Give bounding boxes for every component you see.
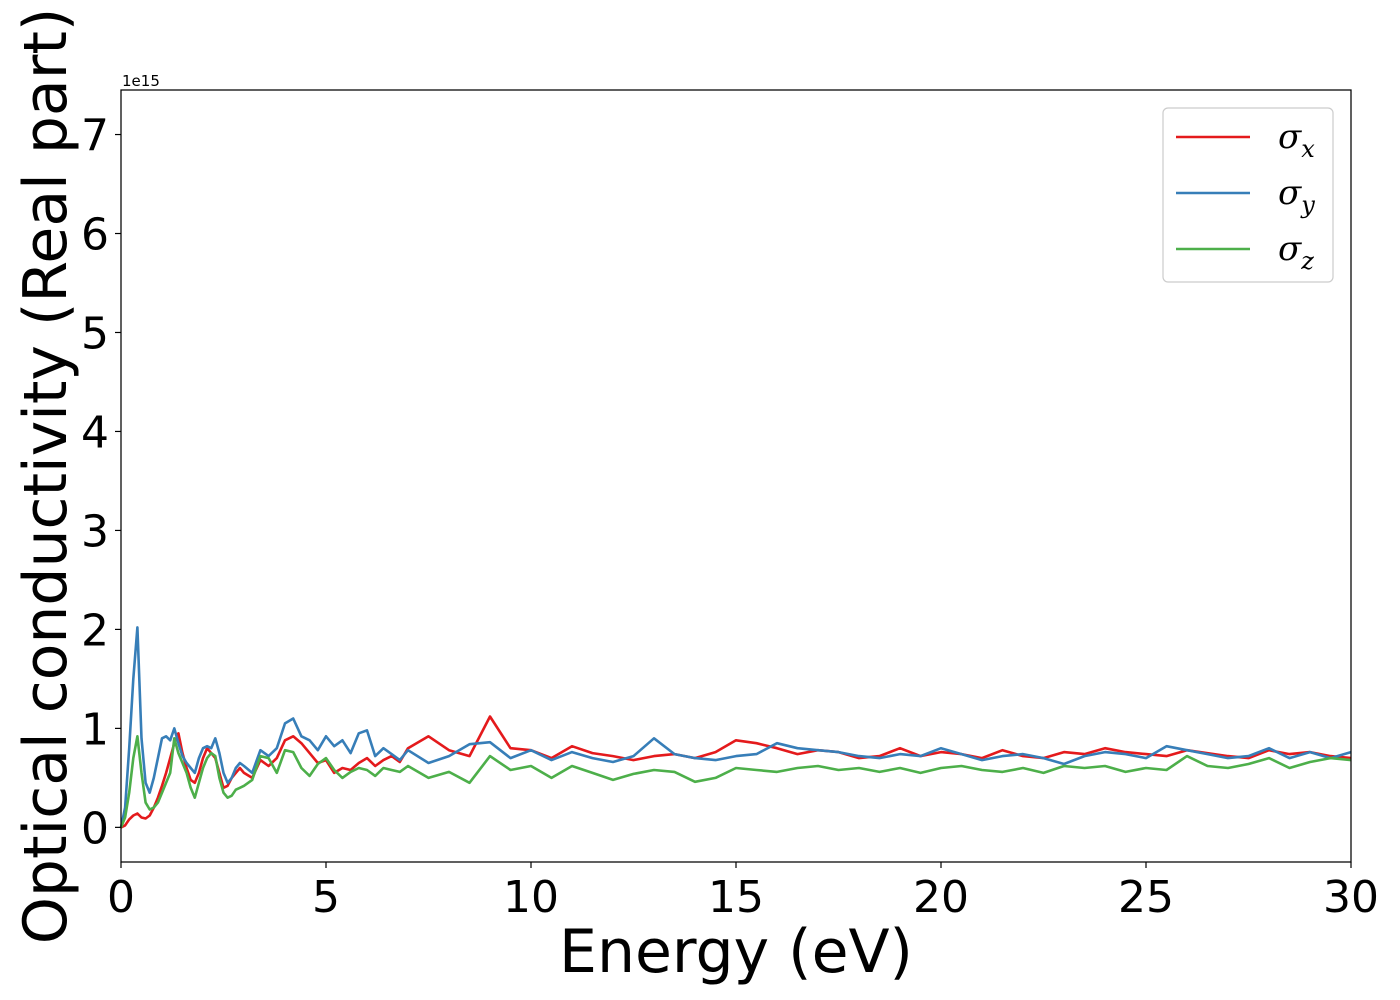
x-tick-label: 30 (1323, 872, 1379, 923)
legend-label: σx (1278, 117, 1315, 163)
y-tick-label: 0 (81, 803, 109, 854)
series-lines (119, 626, 1352, 829)
series-line-3 (119, 734, 1352, 828)
x-axis-title: Energy (eV) (559, 917, 913, 987)
x-tick-label: 10 (503, 872, 559, 923)
legend-label: σz (1278, 229, 1314, 275)
x-axis-ticks: 0 5 10 15 20 25 30 (107, 862, 1379, 923)
legend-box (1162, 107, 1334, 283)
y-tick-label: 5 (81, 308, 109, 359)
x-tick-label: 15 (708, 872, 764, 923)
x-tick-label: 5 (312, 872, 340, 923)
x-tick-label: 25 (1118, 872, 1174, 923)
y-tick-label: 6 (81, 210, 109, 261)
y-tick-label: 4 (81, 407, 109, 458)
legend: σx σy σz (1162, 107, 1334, 283)
y-tick-label: 3 (81, 506, 109, 557)
y-tick-label: 2 (81, 605, 109, 656)
y-offset-label: 1e15 (122, 72, 160, 90)
y-tick-label: 7 (81, 111, 109, 162)
series-line-2 (119, 626, 1352, 828)
x-tick-label: 20 (913, 872, 969, 923)
y-tick-label: 1 (81, 704, 109, 755)
x-tick-label: 0 (107, 872, 135, 923)
legend-label: σy (1278, 173, 1315, 219)
y-axis-ticks: 0 1 2 3 4 5 6 7 (81, 111, 121, 854)
y-axis-title: Optical conductivity (Real part) (11, 8, 81, 945)
series-line-1 (120, 715, 1352, 829)
